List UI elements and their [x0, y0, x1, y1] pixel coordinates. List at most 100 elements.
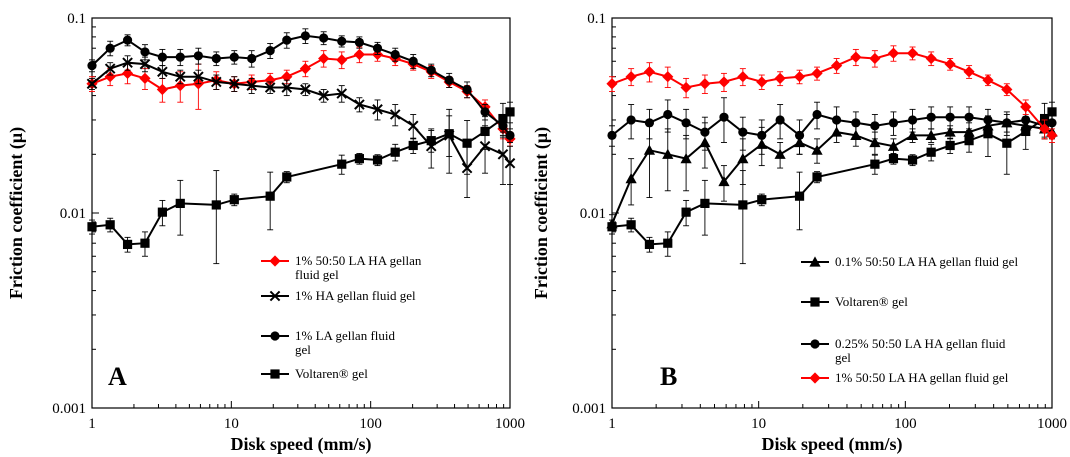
- data-point: [105, 220, 115, 230]
- legend-item: 1% 50:50 LA HA gellan fluid gel: [801, 370, 1009, 385]
- data-point: [756, 76, 768, 88]
- data-point: [738, 200, 748, 210]
- data-point: [945, 112, 955, 122]
- data-point: [372, 43, 383, 53]
- data-point: [211, 53, 221, 64]
- legend-item: 1% LA gellan fluid gel: [261, 328, 396, 357]
- data-point: [794, 130, 805, 141]
- data-point: [983, 115, 993, 125]
- data-point: [174, 80, 186, 92]
- legend-marker: [809, 372, 821, 384]
- x-tick-label: 100: [894, 416, 917, 432]
- data-point: [606, 78, 618, 90]
- data-point: [738, 127, 748, 137]
- data-point: [926, 147, 936, 157]
- error-bar: [664, 128, 671, 192]
- data-point: [680, 153, 692, 164]
- x-axis: 1 10 100 1000: [88, 401, 525, 432]
- x-tick-label: 1000: [495, 416, 525, 432]
- data-point: [444, 75, 454, 85]
- legend-label: Voltaren® gel: [835, 294, 908, 309]
- data-point: [811, 67, 823, 79]
- y-tick-label: 0.1: [67, 11, 86, 27]
- data-point: [1046, 129, 1058, 142]
- data-point: [663, 238, 673, 248]
- data-point: [210, 76, 222, 88]
- data-point: [812, 109, 822, 120]
- chart-panel-a: 1 10 100 1000 0.001 0.01 0.1 Disk speed (mm/s) F…: [6, 11, 525, 455]
- data-point: [87, 61, 97, 71]
- data-point: [626, 220, 636, 230]
- legend-label: 0.1% 50:50 LA HA gellan fluid gel: [835, 254, 1018, 269]
- data-point: [869, 52, 881, 65]
- data-point: [625, 173, 637, 184]
- data-point: [497, 148, 509, 160]
- data-point: [157, 52, 167, 62]
- y-tick-label: 0.1: [587, 11, 606, 27]
- legend-item: 0.1% 50:50 LA HA gellan fluid gel: [801, 254, 1018, 269]
- data-point: [719, 112, 729, 122]
- data-point: [228, 78, 240, 90]
- data-point: [757, 195, 767, 205]
- data-point: [1002, 138, 1012, 148]
- data-point: [794, 191, 805, 201]
- series-diamond: [606, 45, 1058, 143]
- data-point: [964, 136, 974, 146]
- data-point: [505, 130, 515, 141]
- data-point: [964, 112, 974, 122]
- data-point: [318, 90, 329, 101]
- y-axis-label: Friction coefficient (μ): [531, 127, 552, 299]
- y-tick-label: 0.01: [580, 206, 606, 222]
- data-point: [850, 51, 862, 63]
- data-point: [944, 58, 956, 70]
- data-point: [925, 129, 937, 141]
- data-point: [737, 153, 749, 164]
- data-point: [607, 130, 617, 141]
- data-point: [663, 109, 673, 120]
- data-point: [407, 120, 419, 132]
- data-point: [390, 49, 400, 60]
- data-point: [681, 207, 691, 217]
- data-point: [229, 195, 239, 205]
- data-point: [282, 35, 292, 45]
- data-point: [246, 80, 258, 91]
- data-point: [505, 107, 515, 117]
- x-tick-label: 10: [751, 416, 766, 432]
- data-point: [643, 144, 656, 155]
- data-point: [104, 63, 116, 74]
- y-axis-label: Friction coefficient (μ): [6, 127, 27, 299]
- data-point: [662, 71, 674, 83]
- data-point: [122, 57, 133, 68]
- data-point: [945, 140, 955, 151]
- data-point: [1047, 118, 1057, 128]
- data-point: [1038, 123, 1051, 135]
- data-point: [699, 78, 711, 90]
- data-point: [175, 198, 185, 209]
- legend-marker: [269, 255, 281, 267]
- data-point: [265, 46, 275, 56]
- data-point: [462, 138, 472, 148]
- data-point: [104, 71, 116, 83]
- data-point: [389, 109, 401, 120]
- data-point: [680, 81, 692, 94]
- data-point: [354, 154, 364, 164]
- legend-label: 0.25% 50:50 LA HA gellan fluid gel: [835, 336, 1006, 365]
- data-point: [426, 65, 436, 75]
- data-point: [281, 71, 293, 83]
- data-point: [299, 63, 311, 75]
- series-line: [91, 53, 511, 140]
- data-point: [139, 58, 151, 70]
- data-point: [193, 71, 204, 83]
- data-point: [372, 155, 383, 165]
- data-point: [870, 159, 880, 169]
- x-axis-label: Disk speed (mm/s): [761, 434, 902, 455]
- data-point: [337, 36, 347, 46]
- data-point: [353, 48, 365, 61]
- data-point: [300, 31, 310, 41]
- data-point: [282, 172, 292, 182]
- data-point: [139, 72, 151, 85]
- data-point: [247, 53, 257, 64]
- data-point: [122, 239, 133, 250]
- data-point: [408, 56, 418, 66]
